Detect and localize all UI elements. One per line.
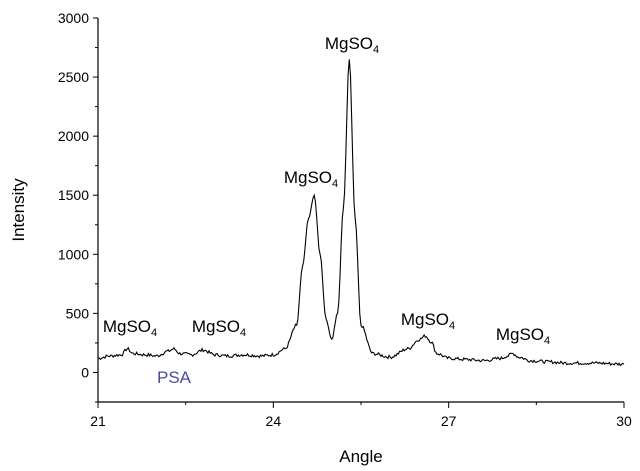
x-tick-label: 30	[616, 413, 632, 429]
y-tick-label: 1000	[58, 246, 89, 262]
series-group	[97, 59, 625, 367]
x-tick-label: 24	[266, 413, 282, 429]
peak-label-mgso4: MgSO4	[192, 317, 246, 339]
peak-label-mgso4: MgSO4	[284, 168, 338, 190]
peak-label-mgso4: MgSO4	[325, 34, 379, 56]
y-tick-label: 2000	[58, 128, 89, 144]
x-tick-label: 21	[90, 413, 106, 429]
y-tick-label: 0	[81, 364, 89, 380]
x-axis-title: Angle	[339, 447, 382, 466]
y-tick-label: 500	[66, 305, 90, 321]
series-line	[97, 59, 625, 367]
peak-label-mgso4: MgSO4	[401, 310, 455, 332]
peak-labels: MgSO4 MgSO4 MgSO4 MgSO4 MgSO4 MgSO4 PSA	[103, 34, 550, 387]
y-axis-title: Intensity	[9, 178, 28, 242]
y-tick-label: 1500	[58, 187, 89, 203]
y-tick-label: 3000	[58, 10, 89, 26]
peak-label-mgso4: MgSO4	[103, 317, 157, 339]
ticks: 0 500 1000 1500 2000 2500 3000 21 24 27 30	[58, 10, 632, 429]
x-tick-label: 27	[441, 413, 457, 429]
psa-label: PSA	[157, 368, 192, 387]
peak-label-mgso4: MgSO4	[496, 325, 550, 347]
y-tick-label: 2500	[58, 69, 89, 85]
